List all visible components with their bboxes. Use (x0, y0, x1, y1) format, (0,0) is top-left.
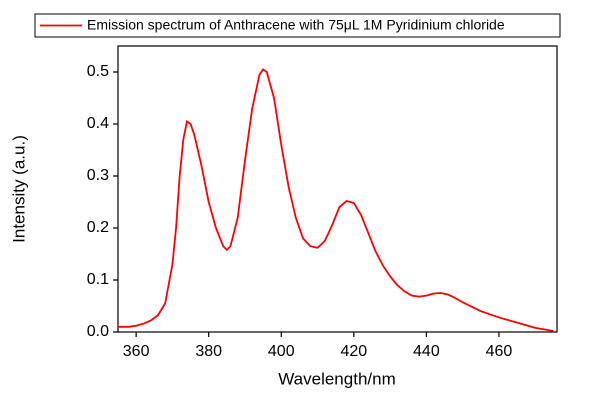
legend-label: Emission spectrum of Anthracene with 75μ… (87, 17, 505, 33)
y-tick-label: 0.3 (87, 167, 109, 184)
x-tick-label: 420 (340, 343, 367, 360)
x-tick-label: 360 (123, 343, 150, 360)
x-axis-label: Wavelength/nm (278, 369, 395, 388)
y-axis-label: Intensity (a.u.) (9, 135, 28, 243)
line-series (118, 68, 554, 332)
y-tick-label: 0.0 (87, 323, 109, 340)
x-tick-label: 400 (268, 343, 295, 360)
x-tick-label: 380 (195, 343, 222, 360)
x-tick-label: 440 (413, 343, 440, 360)
x-tick-label: 460 (486, 343, 513, 360)
y-tick-label: 0.2 (87, 219, 109, 236)
y-tick-label: 0.4 (87, 115, 109, 132)
plot-frame (117, 45, 558, 333)
y-tick-label: 0.1 (87, 271, 109, 288)
y-tick-label: 0.5 (87, 63, 109, 80)
legend-box (34, 13, 561, 38)
